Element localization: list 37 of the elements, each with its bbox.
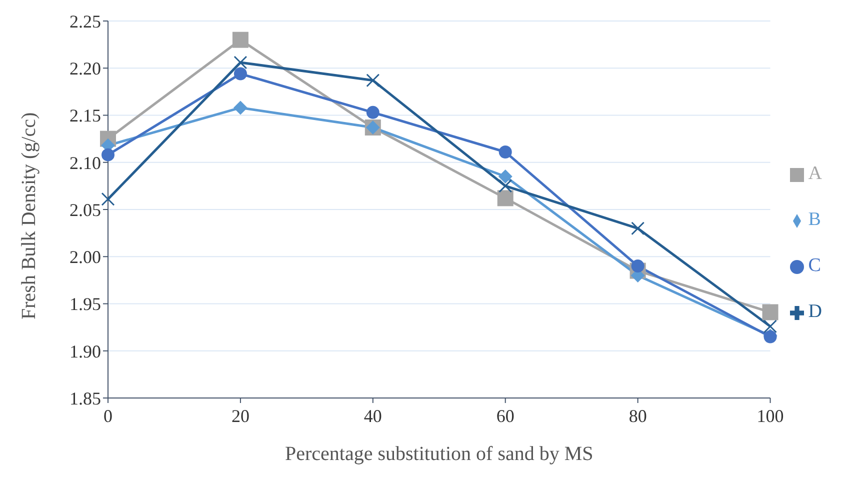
y-tick-label: 2.05 bbox=[70, 200, 101, 220]
x-tick-label: 20 bbox=[231, 406, 250, 426]
point bbox=[762, 304, 778, 320]
y-tick-label: 2.15 bbox=[70, 106, 101, 126]
y-tick-label: 2.20 bbox=[70, 58, 101, 79]
point bbox=[498, 179, 512, 193]
x-tick-label: 40 bbox=[364, 406, 382, 426]
x-tick-label: 80 bbox=[628, 406, 647, 426]
x-tick-label: 60 bbox=[496, 406, 514, 426]
point bbox=[234, 67, 247, 80]
legend-label: A bbox=[808, 163, 822, 184]
point bbox=[102, 148, 114, 162]
x-tick-label: 100 bbox=[756, 406, 784, 426]
x-tick-label: 0 bbox=[104, 406, 112, 426]
y-tick-label: 2.25 bbox=[70, 11, 101, 32]
point bbox=[631, 260, 644, 273]
legend-label: C bbox=[808, 255, 821, 276]
point bbox=[764, 320, 778, 334]
legend-label: D bbox=[808, 301, 822, 322]
legend-label: B bbox=[808, 209, 821, 230]
point bbox=[366, 106, 380, 119]
y-tick-label: 1.90 bbox=[70, 341, 101, 362]
point bbox=[497, 190, 514, 206]
y-tick-label: 2.00 bbox=[70, 247, 101, 268]
y-tick-label: 2.10 bbox=[70, 152, 101, 173]
point bbox=[498, 170, 512, 184]
point bbox=[498, 146, 512, 159]
point bbox=[234, 56, 248, 70]
x-axis-title: Percentage substitution of sand by MS bbox=[284, 443, 594, 465]
point bbox=[366, 74, 380, 88]
point bbox=[101, 192, 115, 206]
point bbox=[233, 100, 248, 115]
y-tick-label: 1.95 bbox=[70, 294, 101, 314]
point bbox=[232, 32, 248, 48]
y-axis-title: Fresh Bulk Density (g/cc) bbox=[18, 112, 40, 320]
y-tick-label: 1.85 bbox=[70, 388, 101, 408]
point bbox=[631, 222, 645, 236]
